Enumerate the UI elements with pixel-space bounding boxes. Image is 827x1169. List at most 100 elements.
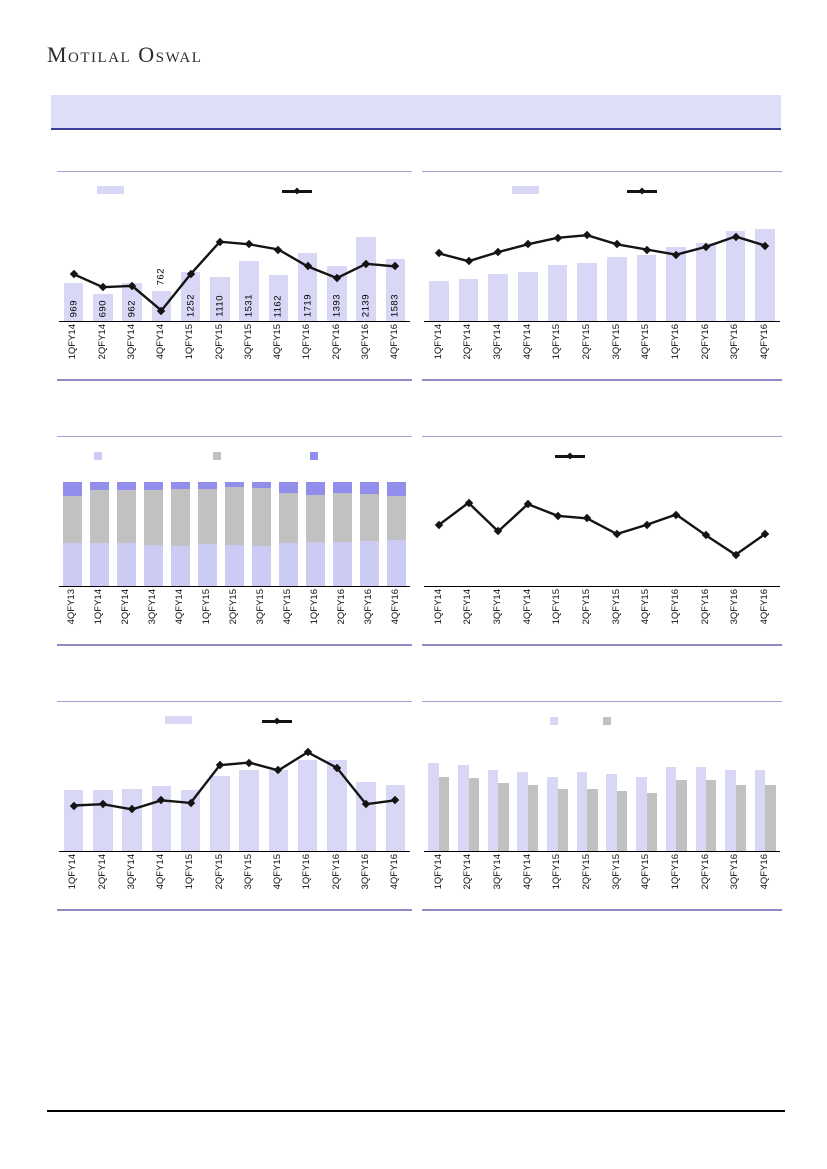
bar-slot (750, 721, 780, 851)
x-axis-label: 4QFY14 (174, 589, 186, 625)
chart-legend (57, 451, 412, 463)
bar (428, 762, 439, 851)
x-axis-cell: 4QFY16 (750, 324, 780, 359)
x-axis-cell: 1QFY14 (86, 589, 113, 624)
bar (327, 266, 347, 321)
bar-slot (205, 721, 234, 851)
bar (327, 760, 347, 851)
bar-slot (221, 456, 248, 586)
x-axis-label: 4QFY16 (759, 589, 770, 625)
bar-slot: 1531 (235, 191, 264, 321)
x-axis-cell: 4QFY14 (147, 324, 176, 359)
title-banner (51, 95, 781, 130)
x-axis-label: 3QFY16 (363, 589, 375, 625)
x-axis-label: 3QFY14 (491, 854, 503, 890)
bar (636, 254, 657, 321)
legend-square-swatch (310, 452, 318, 460)
stack-segment (306, 482, 325, 495)
bar-slot: 690 (88, 191, 117, 321)
bar-slot (275, 456, 302, 586)
x-axis-label: 1QFY15 (551, 854, 563, 890)
x-axis-cell: 1QFY16 (661, 589, 691, 624)
bar-slot (661, 191, 691, 321)
stack-segment (279, 493, 298, 544)
bar (518, 271, 538, 321)
x-axis-label: 2QFY16 (699, 854, 711, 890)
bar-slot (691, 191, 721, 321)
stack-segment (252, 488, 271, 547)
x-axis-cell: 1QFY16 (661, 324, 691, 359)
chart-plot (424, 721, 780, 852)
bar-slot (59, 456, 86, 586)
x-axis-label: 4QFY16 (759, 324, 770, 360)
x-axis-cell: 4QFY15 (264, 854, 293, 889)
x-axis-cell: 2QFY14 (454, 854, 484, 889)
bar-slot (691, 721, 721, 851)
bar (725, 231, 746, 321)
x-axis-cell: 3QFY16 (721, 589, 751, 624)
stack-segment (117, 482, 136, 491)
bar-slot (167, 456, 194, 586)
stack-segment (225, 482, 244, 488)
x-axis-label: 2QFY16 (330, 854, 342, 890)
x-axis-cell: 1QFY16 (293, 854, 322, 889)
trend-line (59, 721, 410, 851)
bar (606, 774, 617, 851)
x-axis-cell: 3QFY15 (602, 324, 632, 359)
x-axis-label: 2QFY16 (699, 324, 711, 360)
x-axis-label: 4QFY16 (389, 324, 401, 360)
x-axis-label: 1QFY14 (432, 589, 444, 625)
stack-segment (279, 543, 298, 586)
legend-line-swatch (282, 190, 312, 193)
x-axis-cell: 1QFY14 (424, 324, 454, 359)
bar (268, 770, 289, 851)
chart-top-right-bar-line: 1QFY14 2QFY14 3QFY14 4QFY14 1QFY15 2QFY15 3QFY… (422, 171, 782, 381)
stack-segment (63, 543, 82, 586)
bar-slot (293, 721, 322, 851)
stack-segment (252, 546, 271, 586)
x-axis-label: 2QFY15 (580, 324, 592, 360)
stacked-bar (90, 482, 109, 586)
stack-segment (306, 542, 325, 586)
legend-square-swatch (550, 717, 558, 725)
bar-slot (572, 191, 602, 321)
bar-slot: 2139 (352, 191, 381, 321)
bar (239, 770, 259, 851)
x-axis-cell: 4QFY14 (513, 854, 543, 889)
bar (429, 280, 449, 321)
x-axis-cell: 2QFY16 (691, 854, 721, 889)
bar (557, 788, 568, 851)
x-axis-cell: 1QFY16 (293, 324, 322, 359)
bar-slot: 1393 (322, 191, 351, 321)
x-axis-cell: 2QFY16 (691, 324, 721, 359)
stack-segment (360, 482, 379, 495)
chart-middle-right-line: 1QFY14 2QFY14 3QFY14 4QFY14 1QFY15 2QFY15 3QFY… (422, 436, 782, 646)
x-axis-label: 4QFY15 (272, 324, 284, 360)
bar-slot: 1110 (205, 191, 234, 321)
x-axis-label: 1QFY15 (551, 324, 563, 360)
stack-segment (387, 540, 406, 586)
bar (239, 260, 259, 321)
stack-segment (333, 493, 352, 543)
bar-slot (264, 721, 293, 851)
x-axis-label: 4QFY15 (640, 854, 652, 890)
x-axis-label: 4QFY13 (66, 589, 78, 625)
stacked-bar (333, 482, 352, 586)
bar-slot: 762 (147, 191, 176, 321)
stack-segment (63, 495, 82, 544)
x-axis-label: 3QFY15 (610, 589, 622, 625)
x-axis-cell: 4QFY16 (750, 589, 780, 624)
bar-slot (750, 191, 780, 321)
stack-segment (198, 482, 217, 490)
x-axis-cell: 2QFY15 (205, 324, 234, 359)
bar (735, 784, 746, 851)
x-axis-cell: 1QFY16 (661, 854, 691, 889)
x-axis-label: 3QFY14 (491, 324, 503, 360)
x-axis-label: 1QFY15 (201, 589, 213, 625)
x-axis-cell: 3QFY14 (118, 854, 147, 889)
bar-slot (572, 721, 602, 851)
footer-divider-line (47, 1110, 785, 1112)
x-axis-cell: 2QFY14 (88, 324, 117, 359)
x-axis-label: 3QFY16 (729, 324, 741, 360)
